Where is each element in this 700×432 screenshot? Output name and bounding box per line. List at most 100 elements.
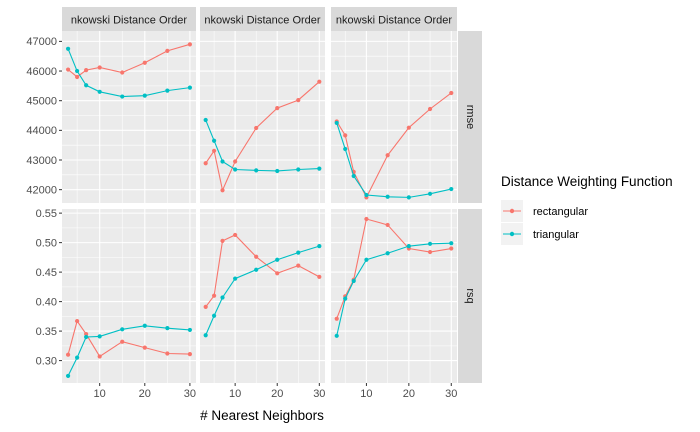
series-line-triangular <box>205 245 320 336</box>
data-point-triangular <box>427 241 433 246</box>
series-line-rectangular <box>205 81 320 193</box>
y-tick-label: 0.30 <box>36 355 57 367</box>
facet-strip-row-rmse: rmse <box>458 31 482 203</box>
data-point-triangular <box>233 167 238 172</box>
panel-bg <box>331 209 457 383</box>
data-point-triangular <box>406 244 411 249</box>
series-line-triangular <box>67 325 190 377</box>
data-point-rectangular <box>142 60 147 65</box>
data-point-rectangular <box>165 48 170 53</box>
data-point-triangular <box>364 192 369 198</box>
data-point-triangular <box>296 167 301 172</box>
x-tick-label: 20 <box>403 388 415 400</box>
legend: Distance Weighting Function rectangular … <box>501 174 673 245</box>
panel-bg <box>331 31 457 203</box>
data-point-triangular <box>203 117 208 123</box>
y-tick-label: 0.45 <box>36 267 57 279</box>
data-point-triangular <box>385 194 390 199</box>
y-axis-rmse: 42000 43000 44000 45000 46000 47000 <box>26 36 62 196</box>
x-tick-label: 10 <box>94 388 106 400</box>
data-point-rectangular <box>65 67 71 72</box>
legend-title: Distance Weighting Function <box>501 174 673 189</box>
data-point-rectangular <box>203 304 208 310</box>
data-point-rectangular <box>120 70 125 75</box>
facet-strip-col-3: nkowski Distance Order <box>331 7 457 31</box>
data-point-rectangular <box>142 345 147 350</box>
data-point-triangular <box>317 166 322 171</box>
data-point-rectangular <box>296 97 301 103</box>
x-tick-label: 10 <box>229 388 241 400</box>
data-point-rectangular <box>385 153 390 158</box>
y-axis-rsq: 0.30 0.35 0.40 0.45 0.50 0.55 <box>36 208 62 367</box>
y-tick-label: 0.35 <box>36 326 57 338</box>
data-point-triangular <box>165 88 170 93</box>
data-point-rectangular <box>75 318 80 324</box>
panel-series-rmse-2 <box>203 79 322 193</box>
facet-strip-bg <box>62 7 196 31</box>
data-point-triangular <box>351 173 356 179</box>
data-point-triangular <box>220 159 225 164</box>
data-point-triangular <box>75 355 80 360</box>
panel-bg <box>200 209 325 383</box>
data-point-rectangular <box>334 316 339 321</box>
facet-strip-label: nkowski Distance Order <box>336 15 452 27</box>
legend-entry-rectangular: rectangular <box>501 200 588 222</box>
data-point-triangular <box>233 276 238 281</box>
y-tick-label: 46000 <box>26 66 57 78</box>
data-point-rectangular <box>233 159 238 164</box>
facet-strip-col-2: nkowski Distance Order <box>200 7 325 31</box>
data-point-rectangular <box>275 271 280 276</box>
panel-rmse-3 <box>331 31 457 203</box>
data-point-triangular <box>120 327 125 332</box>
panel-series-rmse-1 <box>65 42 193 99</box>
data-point-rectangular <box>65 352 71 357</box>
y-tick-label: 0.40 <box>36 296 57 308</box>
x-tick-label: 30 <box>313 388 325 400</box>
row-strip-bg <box>458 209 482 383</box>
data-point-rectangular <box>97 354 102 359</box>
data-point-rectangular <box>296 263 301 268</box>
y-tick-label: 47000 <box>26 36 57 48</box>
legend-label-rectangular: rectangular <box>533 206 588 218</box>
data-point-triangular <box>203 333 208 338</box>
y-tick-label: 0.50 <box>36 237 57 249</box>
data-point-rectangular <box>84 331 89 337</box>
data-point-triangular <box>120 94 125 99</box>
data-point-rectangular <box>97 65 102 70</box>
panel-bg <box>62 31 196 203</box>
x-tick-label: 30 <box>184 388 196 400</box>
panel-bg <box>200 31 325 203</box>
x-axis-label: # Nearest Neighbors <box>200 408 324 423</box>
data-point-triangular <box>275 168 280 174</box>
legend-dot-triangular <box>509 231 515 237</box>
data-point-triangular <box>296 250 301 255</box>
x-tick-label: 30 <box>445 388 457 400</box>
y-tick-label: 0.55 <box>36 208 57 220</box>
data-point-triangular <box>334 333 339 338</box>
data-point-triangular <box>254 267 259 272</box>
data-point-triangular <box>65 46 71 51</box>
facet-strip-row-rsq: rsq <box>458 209 482 383</box>
legend-dot-rectangular <box>509 208 515 214</box>
data-point-rectangular <box>187 351 193 357</box>
series-line-triangular <box>67 48 190 98</box>
panel-bg <box>62 209 196 383</box>
data-point-rectangular <box>203 161 208 166</box>
data-point-rectangular <box>84 68 89 73</box>
data-point-rectangular <box>317 79 322 84</box>
x-tick-label: 10 <box>360 388 372 400</box>
row-strip-label: rsq <box>464 288 476 303</box>
data-point-rectangular <box>233 232 238 238</box>
x-tick-label: 20 <box>139 388 151 400</box>
data-point-triangular <box>275 257 280 262</box>
data-point-triangular <box>254 168 259 173</box>
data-point-rectangular <box>275 106 280 111</box>
data-point-rectangular <box>343 133 348 138</box>
y-tick-label: 43000 <box>26 155 57 167</box>
x-axis-col-2: 10 20 30 <box>229 383 325 400</box>
series-line-rectangular <box>336 92 452 199</box>
data-point-triangular <box>449 241 454 246</box>
data-point-rectangular <box>211 148 217 153</box>
panel-rmse-2 <box>200 31 325 203</box>
data-point-triangular <box>165 326 170 331</box>
